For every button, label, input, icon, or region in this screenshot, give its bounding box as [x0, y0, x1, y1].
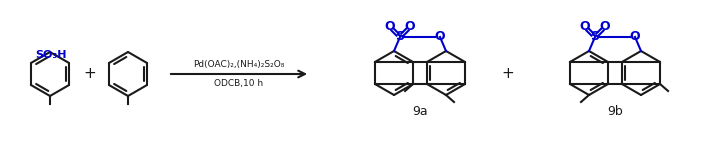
Text: +: +: [502, 66, 514, 80]
Text: 9a: 9a: [413, 105, 428, 118]
Text: O: O: [405, 21, 415, 34]
Text: S: S: [395, 31, 405, 43]
Text: Pd(OAC)₂,(NH₄)₂S₂O₈: Pd(OAC)₂,(NH₄)₂S₂O₈: [193, 60, 285, 69]
Text: S: S: [591, 31, 599, 43]
Text: SO₃H: SO₃H: [36, 50, 67, 60]
Text: O: O: [435, 31, 445, 43]
Text: ODCB,10 h: ODCB,10 h: [214, 79, 263, 88]
Text: 9b: 9b: [607, 105, 623, 118]
Text: O: O: [600, 21, 611, 34]
Text: O: O: [385, 21, 395, 34]
Text: O: O: [579, 21, 590, 34]
Text: +: +: [84, 66, 97, 82]
Text: O: O: [630, 31, 640, 43]
